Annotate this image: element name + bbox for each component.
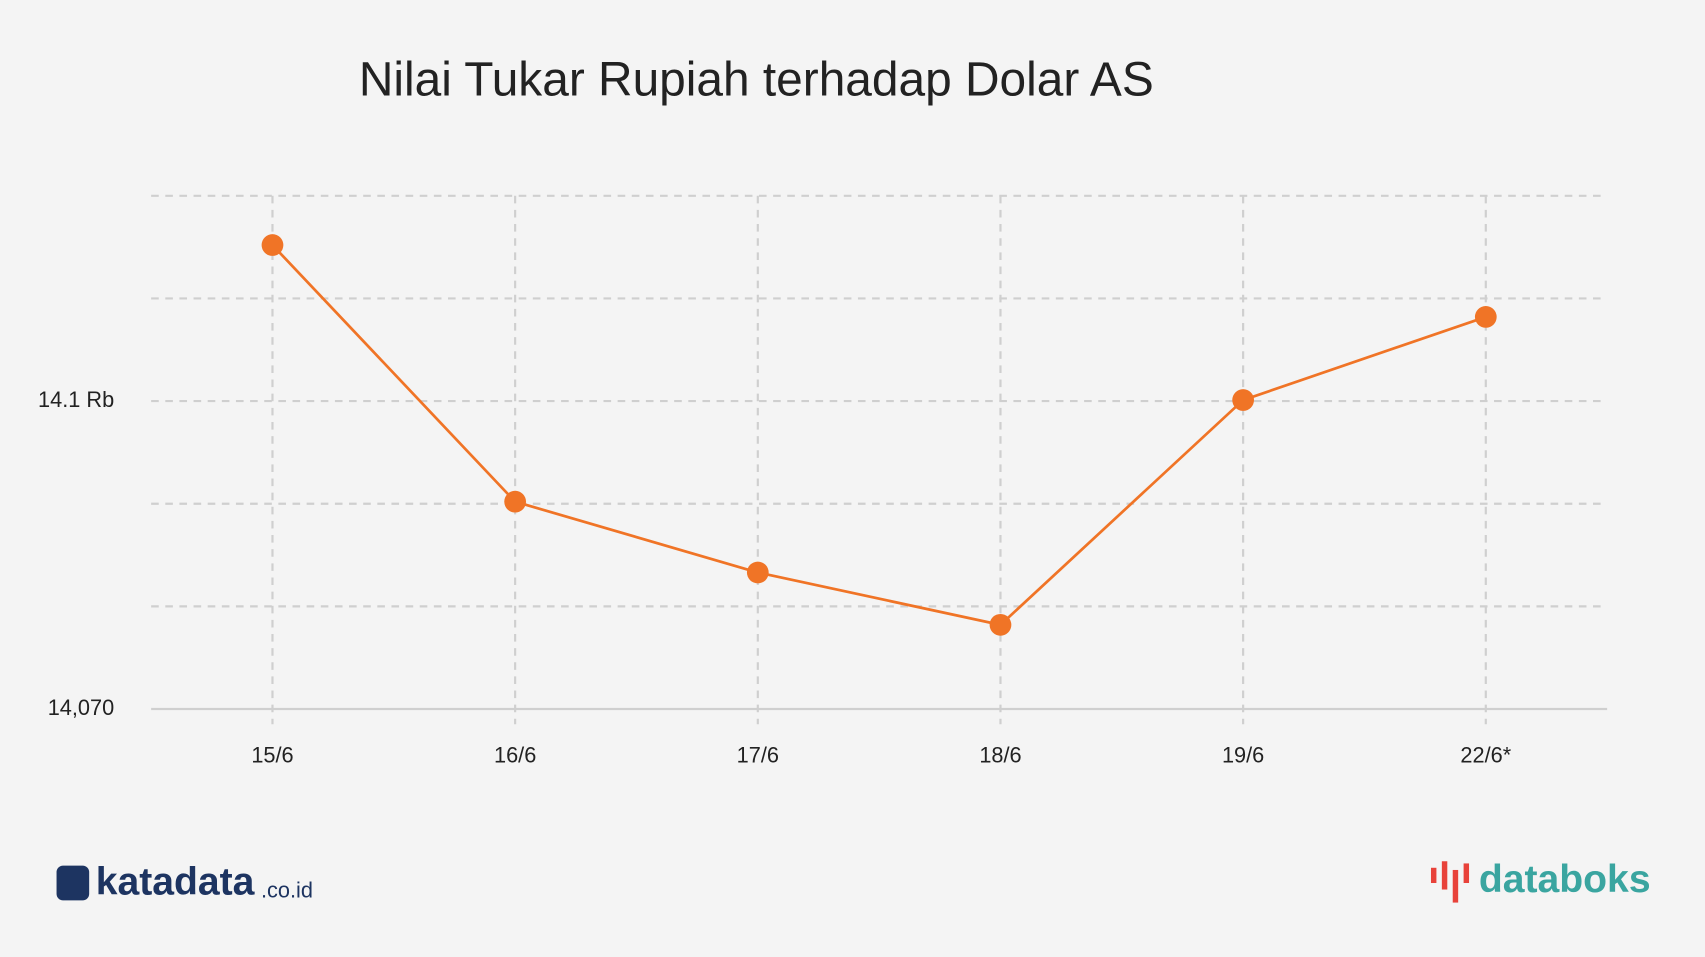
point <box>261 234 284 256</box>
y-tick-label: 14.1 Rb <box>38 387 114 412</box>
databoks-logo: databoks <box>1430 858 1651 903</box>
point <box>746 561 769 584</box>
y-tick-label: 14,070 <box>48 695 114 720</box>
x-tick-label: 15/6 <box>251 743 293 768</box>
x-tick-label: 22/6* <box>1460 743 1511 768</box>
x-tick-label: 16/6 <box>494 743 536 768</box>
logo-icon <box>1463 863 1470 884</box>
x-tick-label: 19/6 <box>1222 743 1264 768</box>
x-tick-label: 17/6 <box>737 743 779 768</box>
logo-icon <box>56 865 90 901</box>
logo-icon <box>1452 869 1459 903</box>
logo-icon <box>1430 867 1437 884</box>
logo-text: databoks <box>1479 858 1651 901</box>
logo-suffix: .co.id <box>261 877 313 902</box>
point <box>1232 389 1255 411</box>
katadata-logo: katadata .co.id <box>56 860 313 903</box>
point <box>504 490 527 513</box>
line <box>271 244 1487 627</box>
point <box>1474 306 1497 328</box>
chart-title: Nilai Tukar Rupiah terhadap Dolar AS <box>359 53 1154 106</box>
point <box>989 613 1012 636</box>
logo-text: katadata <box>96 860 256 903</box>
x-tick-label: 18/6 <box>979 743 1021 768</box>
logo-icon <box>1441 861 1448 890</box>
